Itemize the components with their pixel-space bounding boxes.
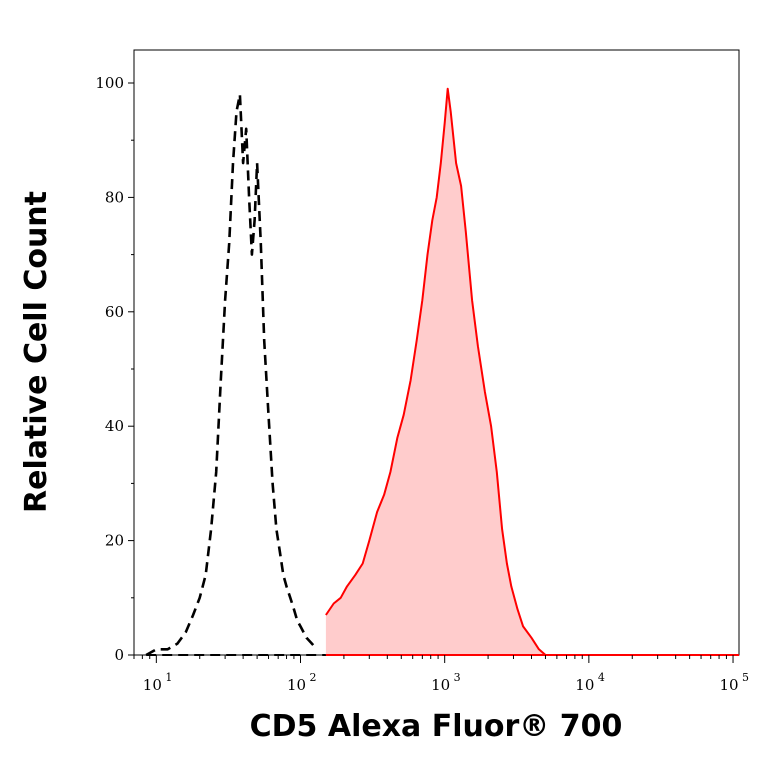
y-tick-label: 80: [105, 188, 124, 206]
y-tick-label: 0: [114, 646, 124, 664]
x-tick-label: 10: [575, 676, 594, 694]
x-tick-exponent: 2: [310, 671, 317, 684]
x-tick-exponent: 1: [165, 671, 172, 684]
series-0-line: [145, 93, 318, 657]
x-tick-label: 10: [719, 676, 738, 694]
y-tick-label: 100: [95, 74, 124, 92]
y-tick-label: 60: [105, 303, 124, 321]
x-axis-title: CD5 Alexa Fluor® 700: [250, 709, 623, 744]
x-tick-label: 10: [287, 676, 306, 694]
series-layer: [145, 87, 739, 657]
x-tick-exponent: 3: [454, 671, 461, 684]
series-1-line: [325, 87, 547, 656]
x-tick-label: 10: [431, 676, 450, 694]
y-tick-label: 20: [105, 532, 124, 550]
y-tick-label: 40: [105, 417, 124, 435]
x-tick-exponent: 4: [598, 671, 605, 684]
x-tick-label: 10: [143, 676, 162, 694]
x-tick-exponent: 5: [742, 671, 749, 684]
series-1-area: [325, 88, 546, 655]
y-axis-title: Relative Cell Count: [19, 191, 54, 513]
